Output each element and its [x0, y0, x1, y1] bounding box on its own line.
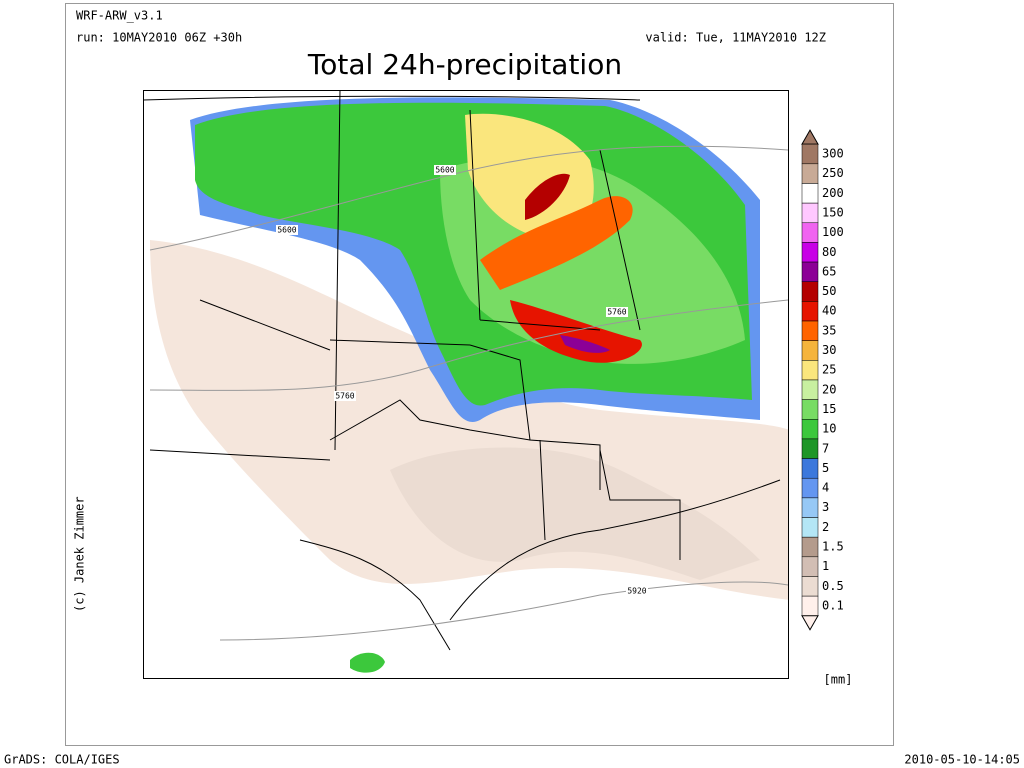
- legend-swatch: [801, 301, 819, 322]
- legend-label: 25: [822, 363, 836, 377]
- legend-swatch: [801, 595, 819, 617]
- legend-label: 30: [822, 343, 836, 357]
- legend-swatch: [801, 419, 819, 440]
- legend-label: 5: [822, 461, 829, 475]
- legend-swatch: [801, 458, 819, 479]
- legend-label: 0.5: [822, 579, 844, 593]
- contour-label: 5760: [607, 308, 626, 317]
- map-frame: [143, 90, 789, 679]
- model-label: WRF-ARW_v3.1: [76, 9, 163, 23]
- precip-red: [510, 300, 642, 363]
- legend-swatch: [801, 438, 819, 459]
- legend-label: 10: [822, 422, 836, 436]
- contour-labels: 5600 5600 5760 5760 5920: [276, 165, 648, 596]
- legend-label: 300: [822, 147, 844, 161]
- contour-label-box: [276, 225, 298, 235]
- legend-swatch: [801, 202, 819, 224]
- legend-swatch: [801, 576, 819, 597]
- contour-label: 5600: [435, 166, 454, 175]
- legend-swatch: [801, 281, 819, 302]
- precip-light: [390, 447, 760, 580]
- legend-swatch: [801, 242, 819, 263]
- legend-swatch: [801, 556, 819, 577]
- run-label: run: 10MAY2010 06Z +30h: [76, 31, 242, 45]
- legend-label: 35: [822, 323, 836, 337]
- legend-swatch: [801, 536, 819, 558]
- legend-label: 15: [822, 402, 836, 416]
- legend-swatch: [801, 379, 819, 400]
- legend-label: 80: [822, 245, 836, 259]
- contour-label-box: [626, 586, 648, 596]
- legend-label: 200: [822, 186, 844, 200]
- legend-label: 7: [822, 441, 829, 455]
- legend: 300 250 200 150 100 80 65 50 40 35 30 25 20 15 10 7 5 4 3 2…: [801, 129, 844, 631]
- legend-swatch: [801, 143, 819, 165]
- legend-swatch: [801, 340, 819, 361]
- legend-label: 100: [822, 225, 844, 239]
- legend-swatch: [801, 399, 819, 420]
- footer-right: 2010-05-10-14:05: [904, 753, 1020, 767]
- contour-label-box: [606, 307, 628, 317]
- contour-label-box: [334, 391, 356, 401]
- legend-swatch: [801, 222, 819, 243]
- legend-unit: [mm]: [824, 673, 853, 687]
- credit: (c) Janek Zimmer: [73, 496, 87, 612]
- valid-label: valid: Tue, 11MAY2010 12Z: [645, 31, 826, 45]
- contour-label: 5760: [335, 392, 354, 401]
- precip-darkred: [525, 173, 570, 220]
- map: 5600 5600 5760 5760 5920: [143, 90, 788, 678]
- contour-label: 5920: [627, 587, 646, 596]
- precip-orange: [480, 196, 633, 290]
- legend-label: 2: [822, 520, 829, 534]
- legend-label: 4: [822, 481, 829, 495]
- legend-label: 3: [822, 500, 829, 514]
- legend-label: 0.1: [822, 598, 844, 612]
- legend-label: 65: [822, 264, 836, 278]
- legend-arrow-top: [801, 129, 819, 145]
- legend-swatch: [801, 497, 819, 518]
- legend-swatch: [801, 163, 819, 184]
- legend-swatch: [801, 360, 819, 381]
- precip-yellow: [465, 113, 594, 240]
- precip-green: [350, 652, 385, 673]
- legend-label: 1: [822, 559, 829, 573]
- legend-label: 250: [822, 166, 844, 180]
- legend-swatch: [801, 517, 819, 538]
- legend-label: 40: [822, 304, 836, 318]
- legend-label: 150: [822, 205, 844, 219]
- precip-purple: [560, 335, 610, 353]
- page-frame: [65, 3, 894, 746]
- contour-label: 5600: [277, 226, 296, 235]
- legend-label: 1.5: [822, 540, 844, 554]
- footer-left: GrADS: COLA/IGES: [4, 753, 120, 767]
- legend-label: 50: [822, 284, 836, 298]
- contour-label-box: [434, 165, 456, 175]
- legend-swatch: [801, 183, 819, 204]
- boundaries: [143, 90, 781, 651]
- legend-label: 20: [822, 382, 836, 396]
- legend-swatch: [801, 477, 819, 499]
- legend-swatch: [801, 261, 819, 282]
- legend-swatch: [801, 320, 819, 341]
- map-title: Total 24h-precipitation: [307, 48, 622, 81]
- legend-arrow-bottom: [801, 615, 819, 631]
